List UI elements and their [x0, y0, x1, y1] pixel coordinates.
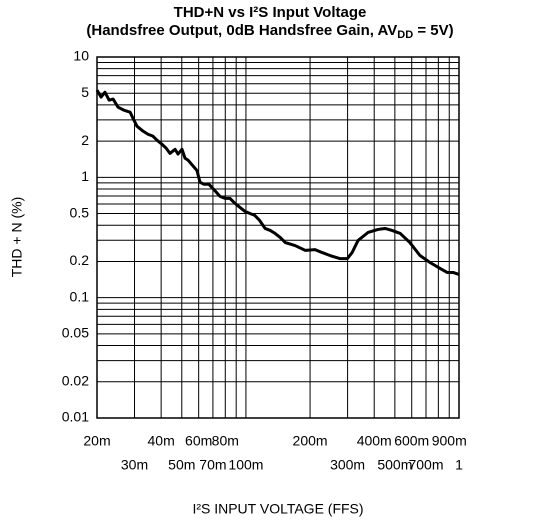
- y-tick-label: 0.01: [62, 409, 89, 425]
- y-tick-label: 2: [81, 132, 89, 148]
- x-axis-label: I²S INPUT VOLTAGE (FFS): [192, 501, 363, 517]
- x-tick-label: 700m: [408, 457, 443, 473]
- y-tick-label: 0.1: [70, 288, 90, 304]
- x-tick-label: 300m: [330, 457, 365, 473]
- subtitle-sub: DD: [397, 29, 413, 41]
- x-tick-label: 200m: [293, 433, 328, 449]
- y-tick-label: 0.5: [70, 204, 90, 220]
- y-tick-label: 1: [81, 168, 89, 184]
- x-tick-label: 600m: [394, 433, 429, 449]
- y-axis-label: THD + N (%): [9, 197, 25, 278]
- data-line: [95, 89, 460, 276]
- x-tick-label: 80m: [212, 433, 239, 449]
- x-tick-label: 100m: [228, 457, 263, 473]
- x-tick-label: 900m: [432, 433, 467, 449]
- chart-subtitle: (Handsfree Output, 0dB Handsfree Gain, A…: [86, 22, 453, 41]
- y-tick-label: 0.05: [62, 325, 89, 341]
- x-tick-label: 20m: [83, 433, 110, 449]
- x-tick-label: 30m: [121, 457, 148, 473]
- x-tick-label: 1: [455, 457, 463, 473]
- x-tick-label: 70m: [199, 457, 226, 473]
- chart-title: THD+N vs I²S Input Voltage: [174, 4, 367, 21]
- subtitle-part: (Handsfree Output, 0dB Handsfree Gain, A…: [86, 22, 397, 39]
- x-tick-label: 500m: [377, 457, 412, 473]
- x-tick-label: 50m: [168, 457, 195, 473]
- plot-frame: [96, 56, 460, 419]
- y-tick-label: 0.2: [70, 252, 90, 268]
- y-tick-label: 10: [73, 48, 89, 64]
- x-tick-label: 60m: [185, 433, 212, 449]
- y-tick-label: 0.02: [62, 372, 89, 388]
- subtitle-part: = 5V): [413, 22, 453, 39]
- x-tick-label: 40m: [148, 433, 175, 449]
- x-tick-label: 400m: [357, 433, 392, 449]
- y-tick-label: 5: [81, 84, 89, 100]
